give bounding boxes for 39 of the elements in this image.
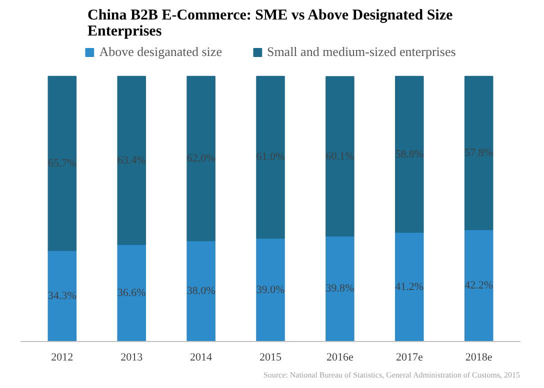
bar [186,240,216,342]
bar [326,76,354,236]
data-label: 65.7% [48,157,76,170]
x-tick-label: 2018e [465,352,492,364]
bar [464,229,494,342]
x-tick-label: 2016e [326,352,354,364]
data-label: 34.3% [48,290,76,302]
x-tick-label: 2014 [190,352,213,364]
legend-label: Small and medium-sized enterprises [266,44,456,60]
data-label: 57.8% [464,146,494,159]
bar [186,76,216,242]
source-note: Source: National Bureau of Statistics, General Administration of Customs, 2015 [263,370,520,380]
bar [117,76,146,245]
chart-title: China B2B E-Commerce: SME vs Above Designated Size Enterprises [88,8,453,40]
data-label: 61.0% [256,151,285,164]
bar [48,76,77,252]
bar [48,250,77,342]
x-tick-label: 2013 [120,352,144,364]
legend-label: Above desiganated size [99,44,222,60]
bar [326,235,354,342]
x-tick-label: 2017e [396,352,423,364]
bar [464,76,494,230]
data-label: 39.0% [256,284,285,296]
data-label: 60.1% [326,150,354,162]
x-tick-label: 2015 [260,352,282,364]
bar [395,76,424,233]
bar [256,76,285,239]
bar [395,232,424,342]
bar [117,244,146,342]
data-label: 62.0% [186,152,216,165]
data-label: 58.8% [395,148,424,160]
data-label: 36.6% [117,286,146,299]
x-tick-label: 2012 [51,352,74,364]
data-label: 63.4% [117,154,146,166]
data-label: 38.0% [186,285,216,298]
data-label: 42.2% [464,280,494,292]
data-label: 39.8% [326,282,354,295]
data-label: 41.2% [395,280,424,293]
bar [256,238,285,342]
